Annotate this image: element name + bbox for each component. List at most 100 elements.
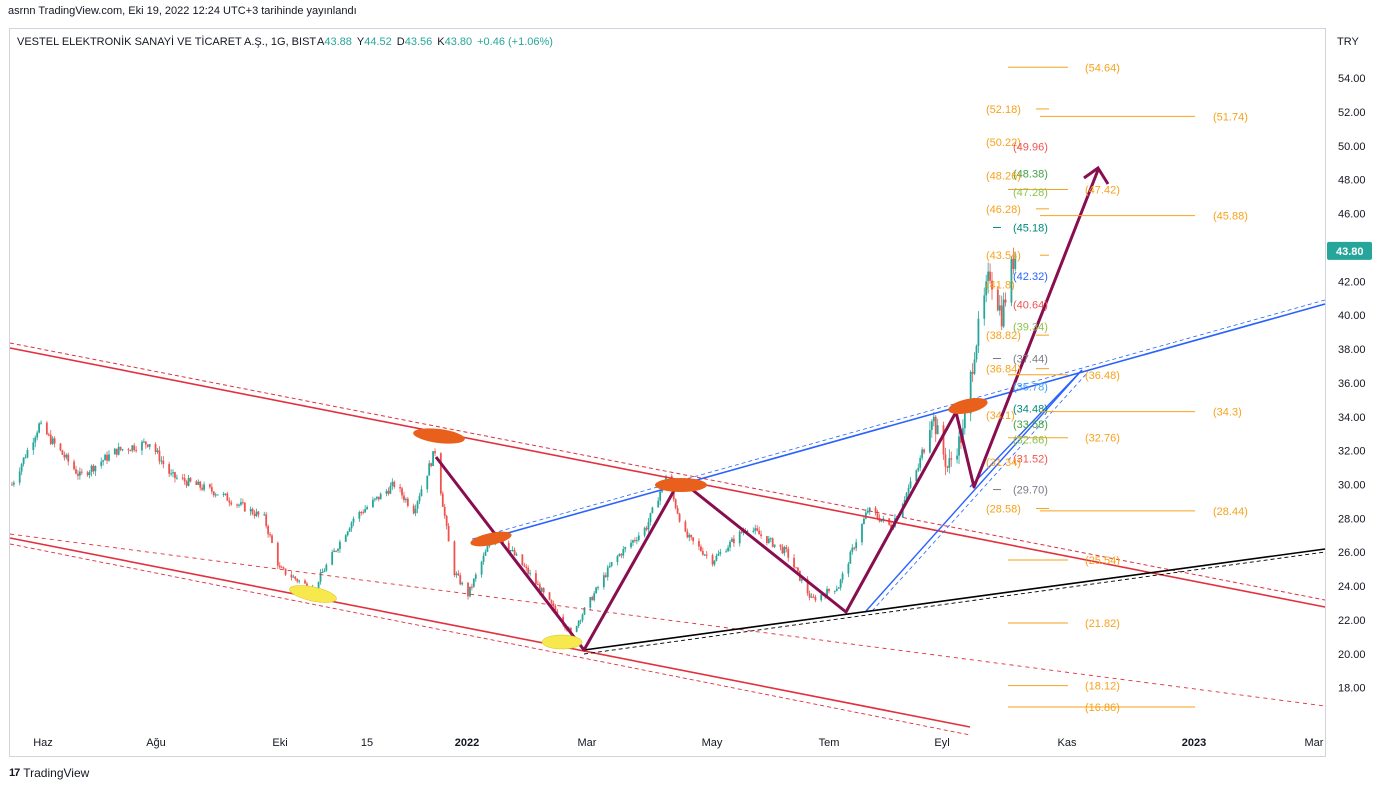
candle-body xyxy=(806,579,809,594)
candle-body xyxy=(676,507,679,514)
candle-body xyxy=(65,454,68,458)
candle-body xyxy=(280,567,283,569)
candle-body xyxy=(701,550,704,555)
candle-body xyxy=(304,580,306,584)
candle-body xyxy=(73,461,75,470)
candle-body xyxy=(461,582,464,585)
candle-body xyxy=(864,512,867,519)
chart-frame[interactable] xyxy=(9,28,1326,757)
candle-body xyxy=(991,280,993,290)
candle-body xyxy=(841,573,844,580)
candle-body xyxy=(690,534,693,538)
candle-body xyxy=(810,596,813,598)
fib-level-label: (28.44) xyxy=(1213,506,1248,518)
black-support-line xyxy=(583,548,1326,651)
candle-body xyxy=(729,541,731,548)
tradingview-logo-icon: 17 xyxy=(9,767,20,779)
black-support-dashed xyxy=(583,551,1326,655)
candle-body xyxy=(453,541,456,576)
candle-body xyxy=(92,465,95,472)
candle-body xyxy=(538,584,541,592)
orange-marker xyxy=(413,428,465,444)
fib-level-label: (51.74) xyxy=(1213,111,1248,123)
candle-body xyxy=(133,445,136,450)
candle-body xyxy=(160,460,163,462)
candle-body xyxy=(185,481,188,486)
candle-body xyxy=(214,494,217,496)
price-tick-label: 42.00 xyxy=(1338,276,1366,288)
candle-body xyxy=(575,626,578,632)
candle-body xyxy=(905,492,908,500)
candle-body xyxy=(251,508,254,514)
candle-body xyxy=(903,499,906,505)
candle-body xyxy=(769,538,772,540)
candle-body xyxy=(77,473,79,476)
candle-body xyxy=(176,477,178,479)
candle-body xyxy=(767,538,770,543)
candle-body xyxy=(472,578,475,587)
fib-labels-layer: (54.64) (52.18) (51.74) (50.22)(49.96) (48.3… xyxy=(986,62,1248,714)
low-label: D xyxy=(397,36,405,48)
candle-body xyxy=(278,565,281,568)
candle-body xyxy=(143,441,145,443)
candle-body xyxy=(754,528,757,531)
candle-body xyxy=(882,518,885,520)
candle-body xyxy=(230,502,233,505)
candle-body xyxy=(866,510,869,513)
candle-body xyxy=(26,450,29,458)
candle-body xyxy=(432,451,434,466)
candle-body xyxy=(129,450,132,452)
candle-body xyxy=(969,371,972,414)
candle-body xyxy=(659,491,662,501)
fib-level-label: (48.26) xyxy=(986,170,1021,182)
candle-body xyxy=(257,511,260,515)
candle-body xyxy=(630,542,632,548)
high-label: Y xyxy=(357,36,365,48)
candle-body xyxy=(932,416,935,422)
candle-body xyxy=(284,568,287,575)
candle-body xyxy=(457,573,460,576)
candle-body xyxy=(746,530,749,532)
candle-body xyxy=(428,463,431,476)
fib-level-label: (33.58) xyxy=(1013,419,1048,431)
candle-body xyxy=(868,507,871,511)
fib-level-label: (39.34) xyxy=(1013,321,1048,333)
candle-body xyxy=(929,430,931,453)
candle-body xyxy=(32,442,35,451)
candle-body xyxy=(119,446,122,450)
tradingview-footer[interactable]: 17 TradingView xyxy=(9,766,89,780)
candle-body xyxy=(331,552,334,565)
candle-body xyxy=(738,531,741,544)
channel-lower-dashed xyxy=(9,543,971,736)
candle-body xyxy=(527,567,530,574)
fib-level-label: (41.8) xyxy=(986,280,1015,292)
price-tick-label: 40.00 xyxy=(1338,310,1366,322)
publish-text: asrnn TradingView.com, Eki 19, 2022 12:2… xyxy=(8,5,357,17)
candle-body xyxy=(550,599,553,604)
candle-body xyxy=(548,592,551,600)
publish-header: asrnn TradingView.com, Eki 19, 2022 12:2… xyxy=(8,5,357,17)
candle-body xyxy=(647,521,650,530)
candle-body xyxy=(622,549,625,556)
candle-body xyxy=(719,552,722,554)
candle-body xyxy=(253,513,256,516)
zigzag-arrowhead xyxy=(1083,165,1110,185)
candle-body xyxy=(907,487,910,493)
time-tick-label: Mar xyxy=(578,737,597,749)
candle-body xyxy=(439,453,442,494)
candle-body xyxy=(989,271,991,281)
candle-body xyxy=(474,574,477,579)
orange-marker xyxy=(470,531,512,547)
symbol-legend: VESTEL ELEKTRONİK SANAYİ VE TİCARET A.Ş.… xyxy=(17,35,553,48)
close-label: K xyxy=(437,36,445,48)
candle-body xyxy=(362,512,365,514)
candle-body xyxy=(249,508,252,512)
price-tick-label: 32.00 xyxy=(1338,446,1366,458)
candle-body xyxy=(711,555,714,565)
candle-body xyxy=(226,493,229,501)
candle-body xyxy=(909,481,912,488)
candle-body xyxy=(797,567,799,571)
candle-body xyxy=(243,502,246,512)
currency-label: TRY xyxy=(1337,36,1359,48)
